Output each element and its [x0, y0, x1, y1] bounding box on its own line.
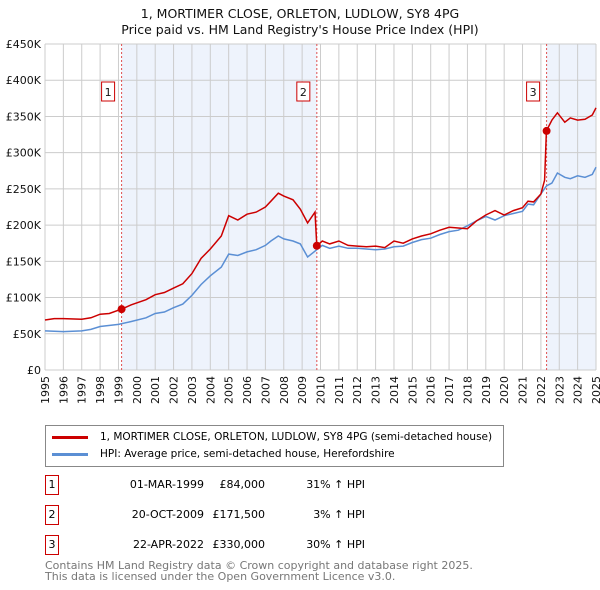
x-tick-label: 2017: [443, 376, 456, 404]
y-tick-label: £50K: [13, 328, 42, 341]
x-tick-label: 2018: [461, 376, 474, 404]
x-tick-label: 1998: [94, 376, 107, 404]
shaded-period: [546, 44, 596, 370]
sale-hpi-diff: 3% ↑ HPI: [313, 508, 365, 521]
sale-number: 3: [45, 535, 59, 555]
shaded-period: [121, 44, 317, 370]
sale-label: 2: [300, 86, 307, 99]
sale-price: £330,000: [212, 538, 266, 551]
chart-title: 1, MORTIMER CLOSE, ORLETON, LUDLOW, SY8 …: [140, 6, 460, 21]
sale-label-box: [526, 81, 541, 102]
x-tick-label: 2020: [498, 376, 511, 404]
legend: 1, MORTIMER CLOSE, ORLETON, LUDLOW, SY8 …: [45, 425, 504, 467]
sale-point: [312, 241, 321, 250]
x-tick-label: 2006: [241, 376, 254, 404]
x-tick-label: 2019: [480, 376, 493, 404]
x-tick-label: 2021: [517, 376, 530, 404]
legend-swatch-hpi: [52, 452, 88, 456]
x-tick-label: 1999: [112, 376, 125, 404]
y-tick-label: £350K: [6, 110, 42, 123]
sale-label: 1: [105, 86, 112, 99]
x-tick-label: 2016: [425, 376, 438, 404]
sale-row: 3 22-APR-2022 £330,000 30% ↑ HPI: [45, 535, 445, 555]
y-tick-label: £300K: [6, 147, 42, 160]
x-tick-label: 2001: [149, 376, 162, 404]
x-tick-label: 2011: [333, 376, 346, 404]
sale-row: 1 01-MAR-1999 £84,000 31% ↑ HPI: [45, 475, 445, 495]
sale-number: 1: [45, 475, 59, 495]
x-tick-label: 2000: [131, 376, 144, 404]
sale-date: 20-OCT-2009: [131, 508, 204, 521]
x-tick-label: 2003: [186, 376, 199, 404]
x-tick-label: 2022: [535, 376, 548, 404]
x-tick-label: 1997: [76, 376, 89, 404]
sale-date: 22-APR-2022: [132, 538, 204, 551]
legend-swatch-property: [52, 435, 88, 439]
sale-date: 01-MAR-1999: [129, 478, 204, 491]
sale-label-box: [101, 81, 116, 102]
sale-row: 2 20-OCT-2009 £171,500 3% ↑ HPI: [45, 505, 445, 525]
y-tick-label: £100K: [6, 292, 42, 305]
x-tick-label: 1995: [39, 376, 52, 404]
chart-subtitle: Price paid vs. HM Land Registry's House …: [121, 22, 479, 37]
x-tick-label: 2024: [572, 376, 585, 404]
x-tick-label: 2007: [259, 376, 272, 404]
x-tick-label: 2014: [388, 376, 401, 404]
plot-area: 1995 1996 1997 1998 1999 2000 2001 2002 2003 2004…: [6, 38, 600, 404]
x-tick-label: 2025: [590, 376, 600, 404]
y-tick-label: £0: [27, 364, 41, 377]
footer-line-1: Contains HM Land Registry data © Crown c…: [45, 559, 473, 572]
y-tick-label: £200K: [6, 219, 42, 232]
footer: Contains HM Land Registry data © Crown c…: [45, 560, 473, 582]
sale-price: £84,000: [219, 478, 266, 491]
x-tick-label: 2009: [296, 376, 309, 404]
y-tick-label: £150K: [6, 255, 42, 268]
x-tick-label: 2013: [370, 376, 383, 404]
x-tick-label: 2005: [223, 376, 236, 404]
x-tick-label: 1996: [57, 376, 70, 404]
property-price-line: [44, 107, 597, 321]
sale-hpi-diff: 30% ↑ HPI: [306, 538, 365, 551]
x-tick-label: 2012: [351, 376, 364, 404]
x-tick-label: 2010: [315, 376, 328, 404]
sale-point: [542, 126, 551, 135]
sale-number: 2: [45, 505, 59, 525]
sale-label: 3: [530, 86, 537, 99]
sale-label-box: [296, 81, 311, 102]
x-tick-label: 2008: [278, 376, 291, 404]
y-tick-label: £400K: [6, 74, 42, 87]
legend-label-hpi: HPI: Average price, semi-detached house,…: [100, 448, 395, 460]
sale-hpi-diff: 31% ↑ HPI: [306, 478, 365, 491]
x-tick-label: 2023: [553, 376, 566, 404]
x-tick-label: 2015: [406, 376, 419, 404]
x-tick-label: 2004: [204, 376, 217, 404]
hpi-line: [44, 166, 597, 333]
x-tick-label: 2002: [168, 376, 181, 404]
y-tick-label: £250K: [6, 183, 42, 196]
sale-price: £171,500: [212, 508, 266, 521]
footer-line-2: This data is licensed under the Open Gov…: [45, 570, 396, 583]
sale-point: [117, 305, 126, 314]
legend-label-property: 1, MORTIMER CLOSE, ORLETON, LUDLOW, SY8 …: [100, 431, 493, 443]
y-tick-label: £450K: [6, 38, 42, 51]
